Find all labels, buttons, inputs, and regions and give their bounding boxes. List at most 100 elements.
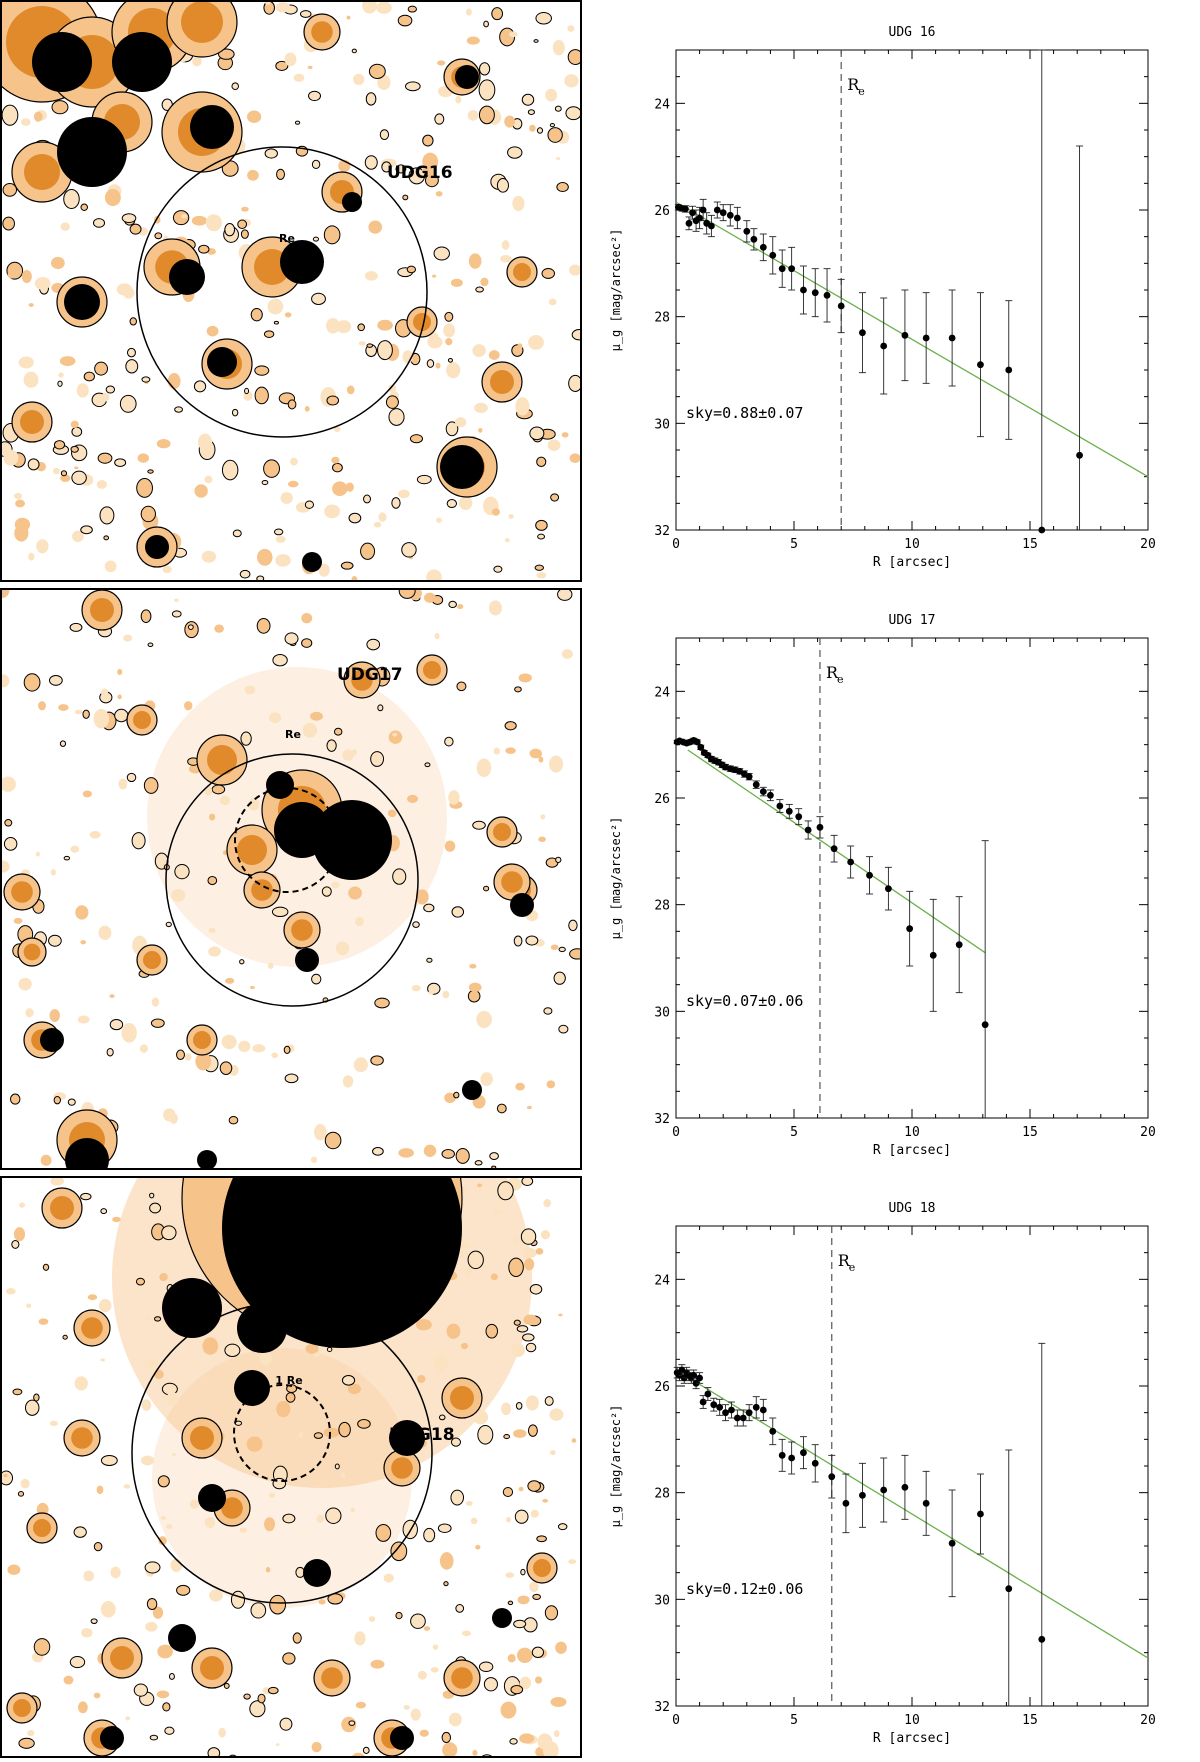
noise-speck <box>256 575 265 580</box>
noise-speck <box>475 1544 481 1550</box>
noise-speck <box>100 1455 118 1467</box>
noise-speck <box>504 721 517 731</box>
data-point <box>682 205 689 213</box>
y-tick-label: 28 <box>654 311 670 326</box>
noise-speck <box>135 1277 145 1286</box>
noise-speck <box>450 1489 465 1506</box>
noise-speck <box>446 362 461 379</box>
noise-speck <box>490 1273 498 1281</box>
y-tick-label: 24 <box>654 1273 670 1288</box>
bright-source <box>440 445 484 489</box>
noise-speck <box>219 1061 233 1075</box>
data-point <box>901 1483 909 1491</box>
noise-speck <box>221 459 239 481</box>
noise-speck <box>207 875 218 886</box>
noise-speck <box>263 330 275 338</box>
noise-speck <box>119 394 137 413</box>
noise-speck <box>193 380 207 393</box>
noise-speck <box>12 1388 23 1396</box>
image-panel-udg17: UDG17 Re <box>0 588 582 1170</box>
noise-speck <box>528 335 544 350</box>
noise-speck <box>513 1619 527 1629</box>
bright-source <box>455 65 479 89</box>
data-point <box>880 1486 888 1494</box>
noise-speck <box>522 1247 537 1258</box>
noise-speck <box>123 1484 131 1489</box>
noise-speck <box>48 934 62 947</box>
noise-speck <box>168 1672 175 1680</box>
noise-speck <box>276 1400 291 1418</box>
noise-speck <box>477 1183 483 1188</box>
noise-speck <box>80 203 88 211</box>
data-point <box>1076 451 1083 459</box>
noise-speck <box>280 492 293 504</box>
noise-speck <box>290 457 298 466</box>
noise-speck <box>123 287 135 299</box>
udg16-profile-plot: UDG 16 0 5 10 15 20 24 26 28 30 32 R [arcsec] μ_g [m… <box>609 25 1156 570</box>
data-point <box>778 265 786 273</box>
noise-speck <box>82 790 92 798</box>
noise-speck <box>224 1343 241 1357</box>
noise-speck <box>33 111 43 122</box>
noise-speck <box>550 493 560 502</box>
noise-speck <box>467 109 479 121</box>
noise-speck <box>126 347 136 358</box>
noise-speck <box>80 940 86 945</box>
bright-source <box>295 948 319 972</box>
noise-speck <box>456 681 467 692</box>
noise-speck <box>70 445 79 453</box>
noise-speck <box>363 494 371 504</box>
noise-speck <box>533 39 539 43</box>
noise-speck <box>388 730 403 744</box>
noise-speck <box>105 385 116 394</box>
noise-speck <box>493 565 503 573</box>
noise-speck <box>548 298 557 306</box>
noise-speck <box>141 1399 152 1411</box>
noise-speck <box>385 395 399 409</box>
noise-speck <box>318 563 330 577</box>
noise-speck <box>417 1375 426 1384</box>
data-point <box>713 206 721 214</box>
data-point <box>948 1539 956 1547</box>
noise-speck <box>262 1687 271 1695</box>
data-point <box>859 329 866 337</box>
noise-speck <box>378 512 387 522</box>
noise-speck <box>147 642 154 647</box>
source-body <box>33 1519 51 1537</box>
noise-speck <box>444 1092 456 1104</box>
noise-speck <box>475 286 484 293</box>
noise-speck <box>176 1584 191 1596</box>
aperture-circle <box>131 1302 433 1604</box>
data-point <box>733 214 741 222</box>
noise-speck <box>443 323 456 338</box>
data-point <box>778 1451 786 1459</box>
noise-speck <box>364 271 378 281</box>
bright-source <box>266 771 294 799</box>
noise-speck <box>263 2 275 15</box>
noise-speck <box>323 225 341 245</box>
noise-speck <box>508 1257 524 1277</box>
noise-speck <box>557 590 573 601</box>
noise-speck <box>423 1144 437 1157</box>
noise-speck <box>129 223 142 235</box>
noise-speck <box>20 1478 30 1489</box>
noise-speck <box>156 1690 170 1699</box>
re-circle <box>233 1384 331 1482</box>
bright-source <box>312 800 392 880</box>
noise-speck <box>273 528 284 536</box>
noise-speck <box>206 325 219 337</box>
noise-speck <box>424 592 436 603</box>
noise-speck <box>239 1527 248 1533</box>
noise-speck <box>348 512 362 524</box>
noise-speck <box>518 1486 524 1492</box>
noise-speck <box>302 722 318 738</box>
noise-speck <box>198 244 210 254</box>
noise-speck <box>558 1313 563 1317</box>
noise-speck <box>97 452 113 464</box>
noise-speck <box>488 350 500 360</box>
noise-speck <box>162 565 172 574</box>
noise-speck <box>228 1116 239 1125</box>
x-tick-label: 15 <box>1022 1125 1038 1140</box>
data-point <box>837 302 845 310</box>
noise-speck <box>98 925 112 940</box>
